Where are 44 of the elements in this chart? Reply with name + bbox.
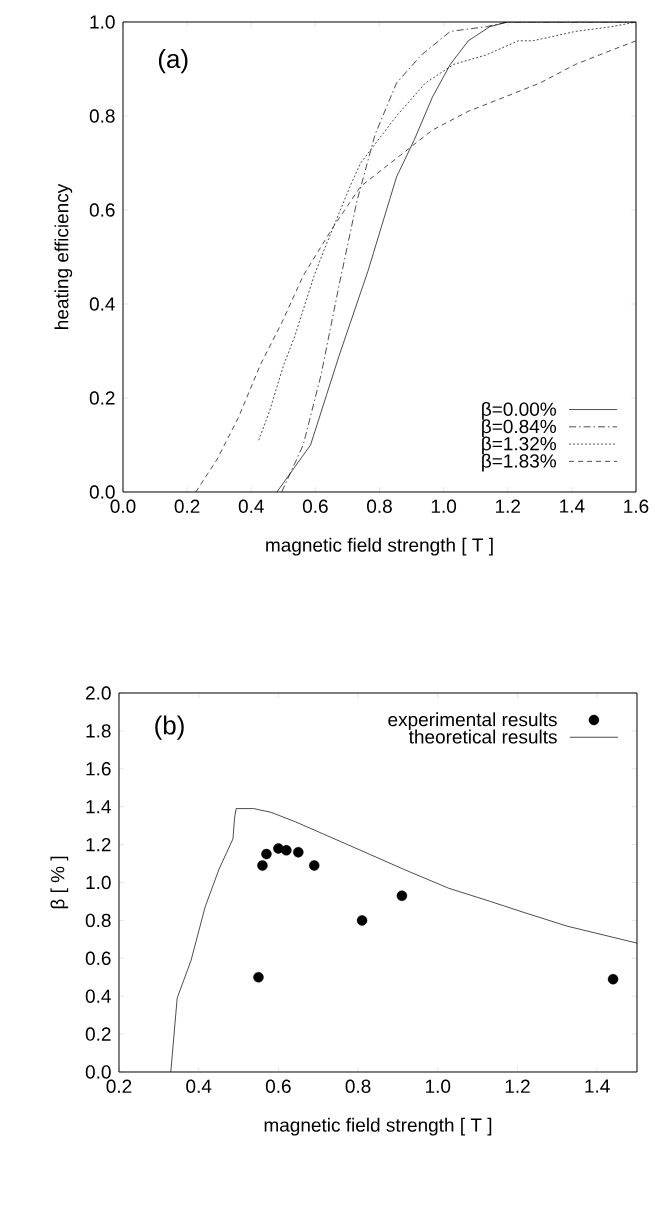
x-tick-label: 0.4: [238, 499, 264, 513]
legend-label: β=0.00%: [482, 401, 557, 420]
y-tick-label: 1.2: [86, 837, 111, 852]
y-tick-label: 0.2: [85, 1027, 111, 1041]
y-tick-label: 0.4: [85, 989, 111, 1003]
y-tick-label: 0.6: [89, 203, 115, 217]
x-axis-title: magnetic field strength [ T ]: [264, 1117, 492, 1136]
y-tick-label: 0.0: [85, 1065, 111, 1079]
x-tick-label: 1.2: [505, 1079, 530, 1093]
x-tick-label: 0.8: [345, 1079, 371, 1093]
x-tick-label: 1.4: [585, 1079, 610, 1093]
legend-label: β=1.32%: [482, 436, 557, 455]
legend-label: β=0.84%: [482, 419, 557, 437]
legend-label: theoretical results: [408, 729, 557, 744]
y-axis-title: β [ % ]: [50, 856, 69, 909]
y-axis-title: heating efficiency: [54, 183, 73, 329]
y-tick-label: 1.4: [86, 800, 111, 814]
y-tick-label: 0.8: [85, 913, 111, 928]
y-tick-label: 0.4: [89, 297, 115, 311]
y-tick-label: 0.0: [89, 485, 115, 499]
y-tick-label: 2.0: [86, 686, 111, 700]
y-tick-label: 0.8: [89, 109, 115, 123]
y-tick-label: 1.6: [86, 762, 111, 776]
x-tick-label: 0.6: [265, 1079, 291, 1093]
x-tick-label: 0.4: [186, 1079, 212, 1093]
y-tick-label: 1.0: [86, 875, 111, 890]
x-tick-label: 0.6: [302, 499, 328, 513]
x-axis-title: magnetic field strength [ T ]: [266, 537, 493, 556]
x-tick-label: 0.2: [174, 499, 200, 513]
x-tick-label: 1.6: [624, 499, 649, 513]
y-tick-label: 0.2: [89, 391, 115, 405]
y-tick-label: 1.8: [86, 724, 111, 738]
x-tick-label: 1.2: [495, 499, 520, 513]
y-tick-label: 0.6: [85, 951, 111, 966]
x-tick-label: 0.0: [110, 499, 136, 513]
annotation: (a): [158, 49, 188, 74]
x-tick-label: 1.0: [431, 499, 457, 513]
x-tick-label: 0.2: [106, 1079, 132, 1093]
y-tick-label: 1.0: [90, 15, 115, 29]
annotation: (b): [155, 715, 184, 740]
x-tick-label: 1.4: [560, 499, 585, 513]
x-tick-label: 0.8: [367, 499, 392, 513]
legend-label: β=1.83%: [482, 453, 557, 472]
x-tick-label: 1.0: [426, 1079, 451, 1093]
